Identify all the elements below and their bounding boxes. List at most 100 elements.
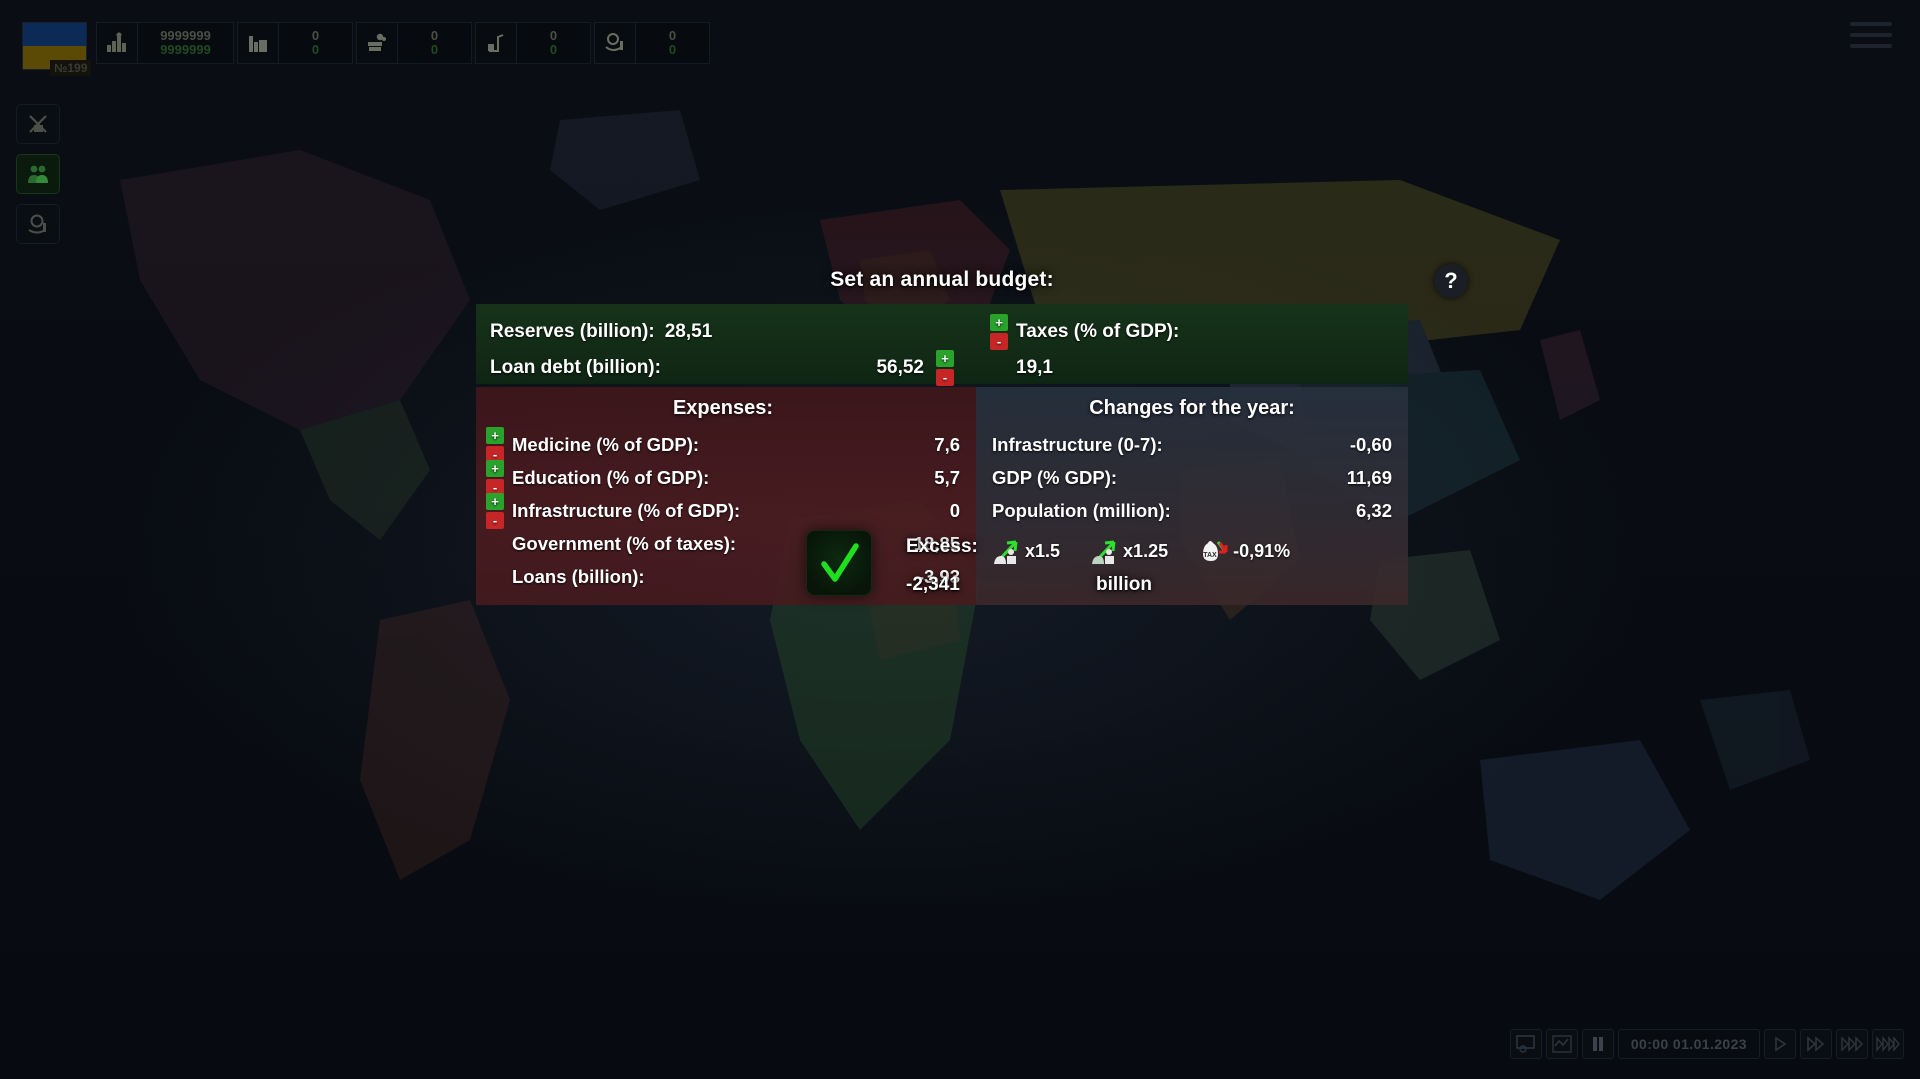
taxes-section: + - Taxes (% of GDP): 19,1 bbox=[976, 304, 1408, 384]
loan-debt-value: 56,52 bbox=[876, 357, 924, 378]
left-sidebar bbox=[16, 104, 64, 254]
loan-debt-stepper: + - bbox=[936, 350, 954, 386]
medicine-plus-button[interactable]: + bbox=[486, 426, 504, 444]
resource-value-bottom: 0 bbox=[668, 42, 677, 57]
svg-text:TAX: TAX bbox=[1203, 552, 1217, 559]
dialog-title: Set an annual budget: bbox=[830, 268, 1054, 291]
machinery-value-bottom: 0 bbox=[430, 42, 439, 57]
change-gdp-value: 11,69 bbox=[1346, 466, 1392, 488]
change-infrastructure-label: Infrastructure (0-7): bbox=[992, 433, 1163, 455]
monitor-view-icon[interactable] bbox=[1509, 1029, 1542, 1059]
education-growth-icon bbox=[1092, 540, 1116, 564]
taxes-label: Taxes (% of GDP): bbox=[1016, 321, 1180, 342]
excess-value: -2,341 bbox=[906, 574, 960, 595]
multiplier-education: x1.25 bbox=[1090, 537, 1168, 565]
education-minus-button[interactable]: - bbox=[486, 478, 504, 496]
oil-value-bottom: 0 bbox=[549, 42, 558, 57]
infrastructure-value: 0 bbox=[949, 499, 960, 521]
top-hud-bar: №199 9999999 9999999 bbox=[0, 0, 1920, 80]
loans-value: -3,93 bbox=[917, 565, 960, 587]
hamburger-menu-icon[interactable] bbox=[1850, 22, 1892, 54]
expenses-changes-band: Expenses: + - Medicine (% of GDP): 7,6 +… bbox=[476, 387, 1408, 605]
tax-decline-icon: TAX bbox=[1203, 541, 1228, 561]
change-row-gdp: GDP (% GDP): 11,69 bbox=[992, 461, 1392, 494]
infrastructure-minus-button[interactable]: - bbox=[486, 511, 504, 529]
reserves-label: Reserves (billion): bbox=[490, 321, 655, 342]
factory-value-bottom: 0 bbox=[311, 42, 320, 57]
loan-debt-plus-button[interactable]: + bbox=[936, 350, 954, 367]
population-icon bbox=[28, 165, 48, 183]
loans-label: Loans (billion): bbox=[512, 565, 645, 587]
sidebar-item-economy[interactable] bbox=[16, 204, 60, 244]
green-checkmark-icon[interactable] bbox=[806, 530, 872, 596]
country-number: №199 bbox=[50, 60, 92, 76]
multiplier-tax-value: -0,91% bbox=[1233, 540, 1291, 561]
machinery-icon bbox=[356, 22, 398, 64]
expense-row-infrastructure: + - Infrastructure (% of GDP): 0 bbox=[486, 492, 960, 529]
change-population-label: Population (million): bbox=[992, 499, 1171, 521]
sidebar-item-population[interactable] bbox=[16, 154, 60, 194]
fast-forward-x4-icon[interactable] bbox=[1872, 1029, 1904, 1059]
factory-value-top: 0 bbox=[311, 28, 320, 44]
resource-icon bbox=[594, 22, 636, 64]
infrastructure-plus-button[interactable]: + bbox=[486, 492, 504, 510]
oil-value-top: 0 bbox=[549, 28, 558, 44]
play-icon[interactable] bbox=[1764, 1029, 1796, 1059]
help-icon[interactable]: ? bbox=[1434, 264, 1468, 298]
expenses-header: Expenses: bbox=[672, 397, 774, 419]
infrastructure-label: Infrastructure (% of GDP): bbox=[512, 499, 741, 521]
medicine-value: 7,6 bbox=[934, 433, 960, 455]
change-row-infrastructure: Infrastructure (0-7): -0,60 bbox=[992, 428, 1392, 461]
multiplier-tax: TAX -0,91% bbox=[1198, 537, 1290, 565]
change-population-value: 6,32 bbox=[1355, 499, 1392, 521]
resource-machinery[interactable]: 0 0 bbox=[356, 22, 472, 64]
taxes-stepper: + - bbox=[990, 314, 1008, 350]
medicine-label: Medicine (% of GDP): bbox=[512, 433, 700, 455]
resource-general[interactable]: 0 0 bbox=[594, 22, 710, 64]
education-plus-button[interactable]: + bbox=[486, 459, 504, 477]
resource-factory[interactable]: 0 0 bbox=[237, 22, 353, 64]
fast-forward-x3-icon[interactable] bbox=[1836, 1029, 1868, 1059]
taxes-plus-button[interactable]: + bbox=[990, 314, 1008, 331]
taxes-minus-button[interactable]: - bbox=[990, 333, 1008, 350]
fast-forward-x2-icon[interactable] bbox=[1800, 1029, 1832, 1059]
loan-debt-minus-button[interactable]: - bbox=[936, 369, 954, 386]
excess-section: Excess: -2,341 billion bbox=[806, 530, 1152, 596]
government-label: Government (% of taxes): bbox=[512, 532, 737, 554]
money-value-bottom: 9999999 bbox=[160, 42, 211, 57]
government-value: 18,85 bbox=[913, 532, 960, 554]
loan-debt-label: Loan debt (billion): bbox=[490, 357, 661, 378]
taxes-value: 19,1 bbox=[1016, 357, 1053, 378]
sidebar-item-military[interactable] bbox=[16, 104, 60, 144]
machinery-value-top: 0 bbox=[430, 28, 439, 44]
education-value: 5,7 bbox=[934, 466, 960, 488]
education-label: Education (% of GDP): bbox=[512, 466, 710, 488]
multiplier-medicine: x1.5 bbox=[992, 537, 1060, 565]
money-value-top: 9999999 bbox=[160, 28, 211, 44]
resource-money[interactable]: 9999999 9999999 bbox=[96, 22, 234, 64]
multiplier-row: x1.5 x1.25 T bbox=[992, 537, 1392, 565]
multiplier-education-value: x1.25 bbox=[1123, 540, 1169, 561]
money-icon bbox=[96, 22, 138, 64]
military-icon bbox=[29, 115, 47, 133]
taxes-value-row: 19,1 bbox=[990, 350, 1394, 386]
flag-stripe-blue bbox=[23, 23, 86, 46]
map-view-icon[interactable] bbox=[1545, 1029, 1578, 1059]
resource-oil[interactable]: 0 0 bbox=[475, 22, 591, 64]
medicine-growth-icon bbox=[994, 540, 1018, 564]
excess-unit: billion bbox=[1096, 574, 1152, 595]
expense-row-loans: Loans (billion): -3,93 bbox=[486, 560, 960, 593]
time-control-bar: 00:00 01.01.2023 bbox=[1509, 1027, 1904, 1061]
change-infrastructure-value: -0,60 bbox=[1349, 433, 1392, 455]
reserves-section: Reserves (billion): 28,51 Loan debt (bil… bbox=[476, 304, 976, 386]
pause-icon[interactable] bbox=[1581, 1029, 1614, 1059]
changes-panel: Changes for the year: Infrastructure (0-… bbox=[976, 387, 1408, 605]
education-stepper: + - bbox=[486, 459, 504, 496]
change-gdp-label: GDP (% GDP): bbox=[992, 466, 1118, 488]
medicine-minus-button[interactable]: - bbox=[486, 445, 504, 463]
expense-row-government: Government (% of taxes): 18,85 bbox=[486, 527, 960, 560]
economy-icon bbox=[28, 214, 46, 234]
factory-icon bbox=[237, 22, 279, 64]
resource-value-top: 0 bbox=[668, 28, 677, 44]
resource-counters: 9999999 9999999 0 0 bbox=[96, 22, 713, 64]
